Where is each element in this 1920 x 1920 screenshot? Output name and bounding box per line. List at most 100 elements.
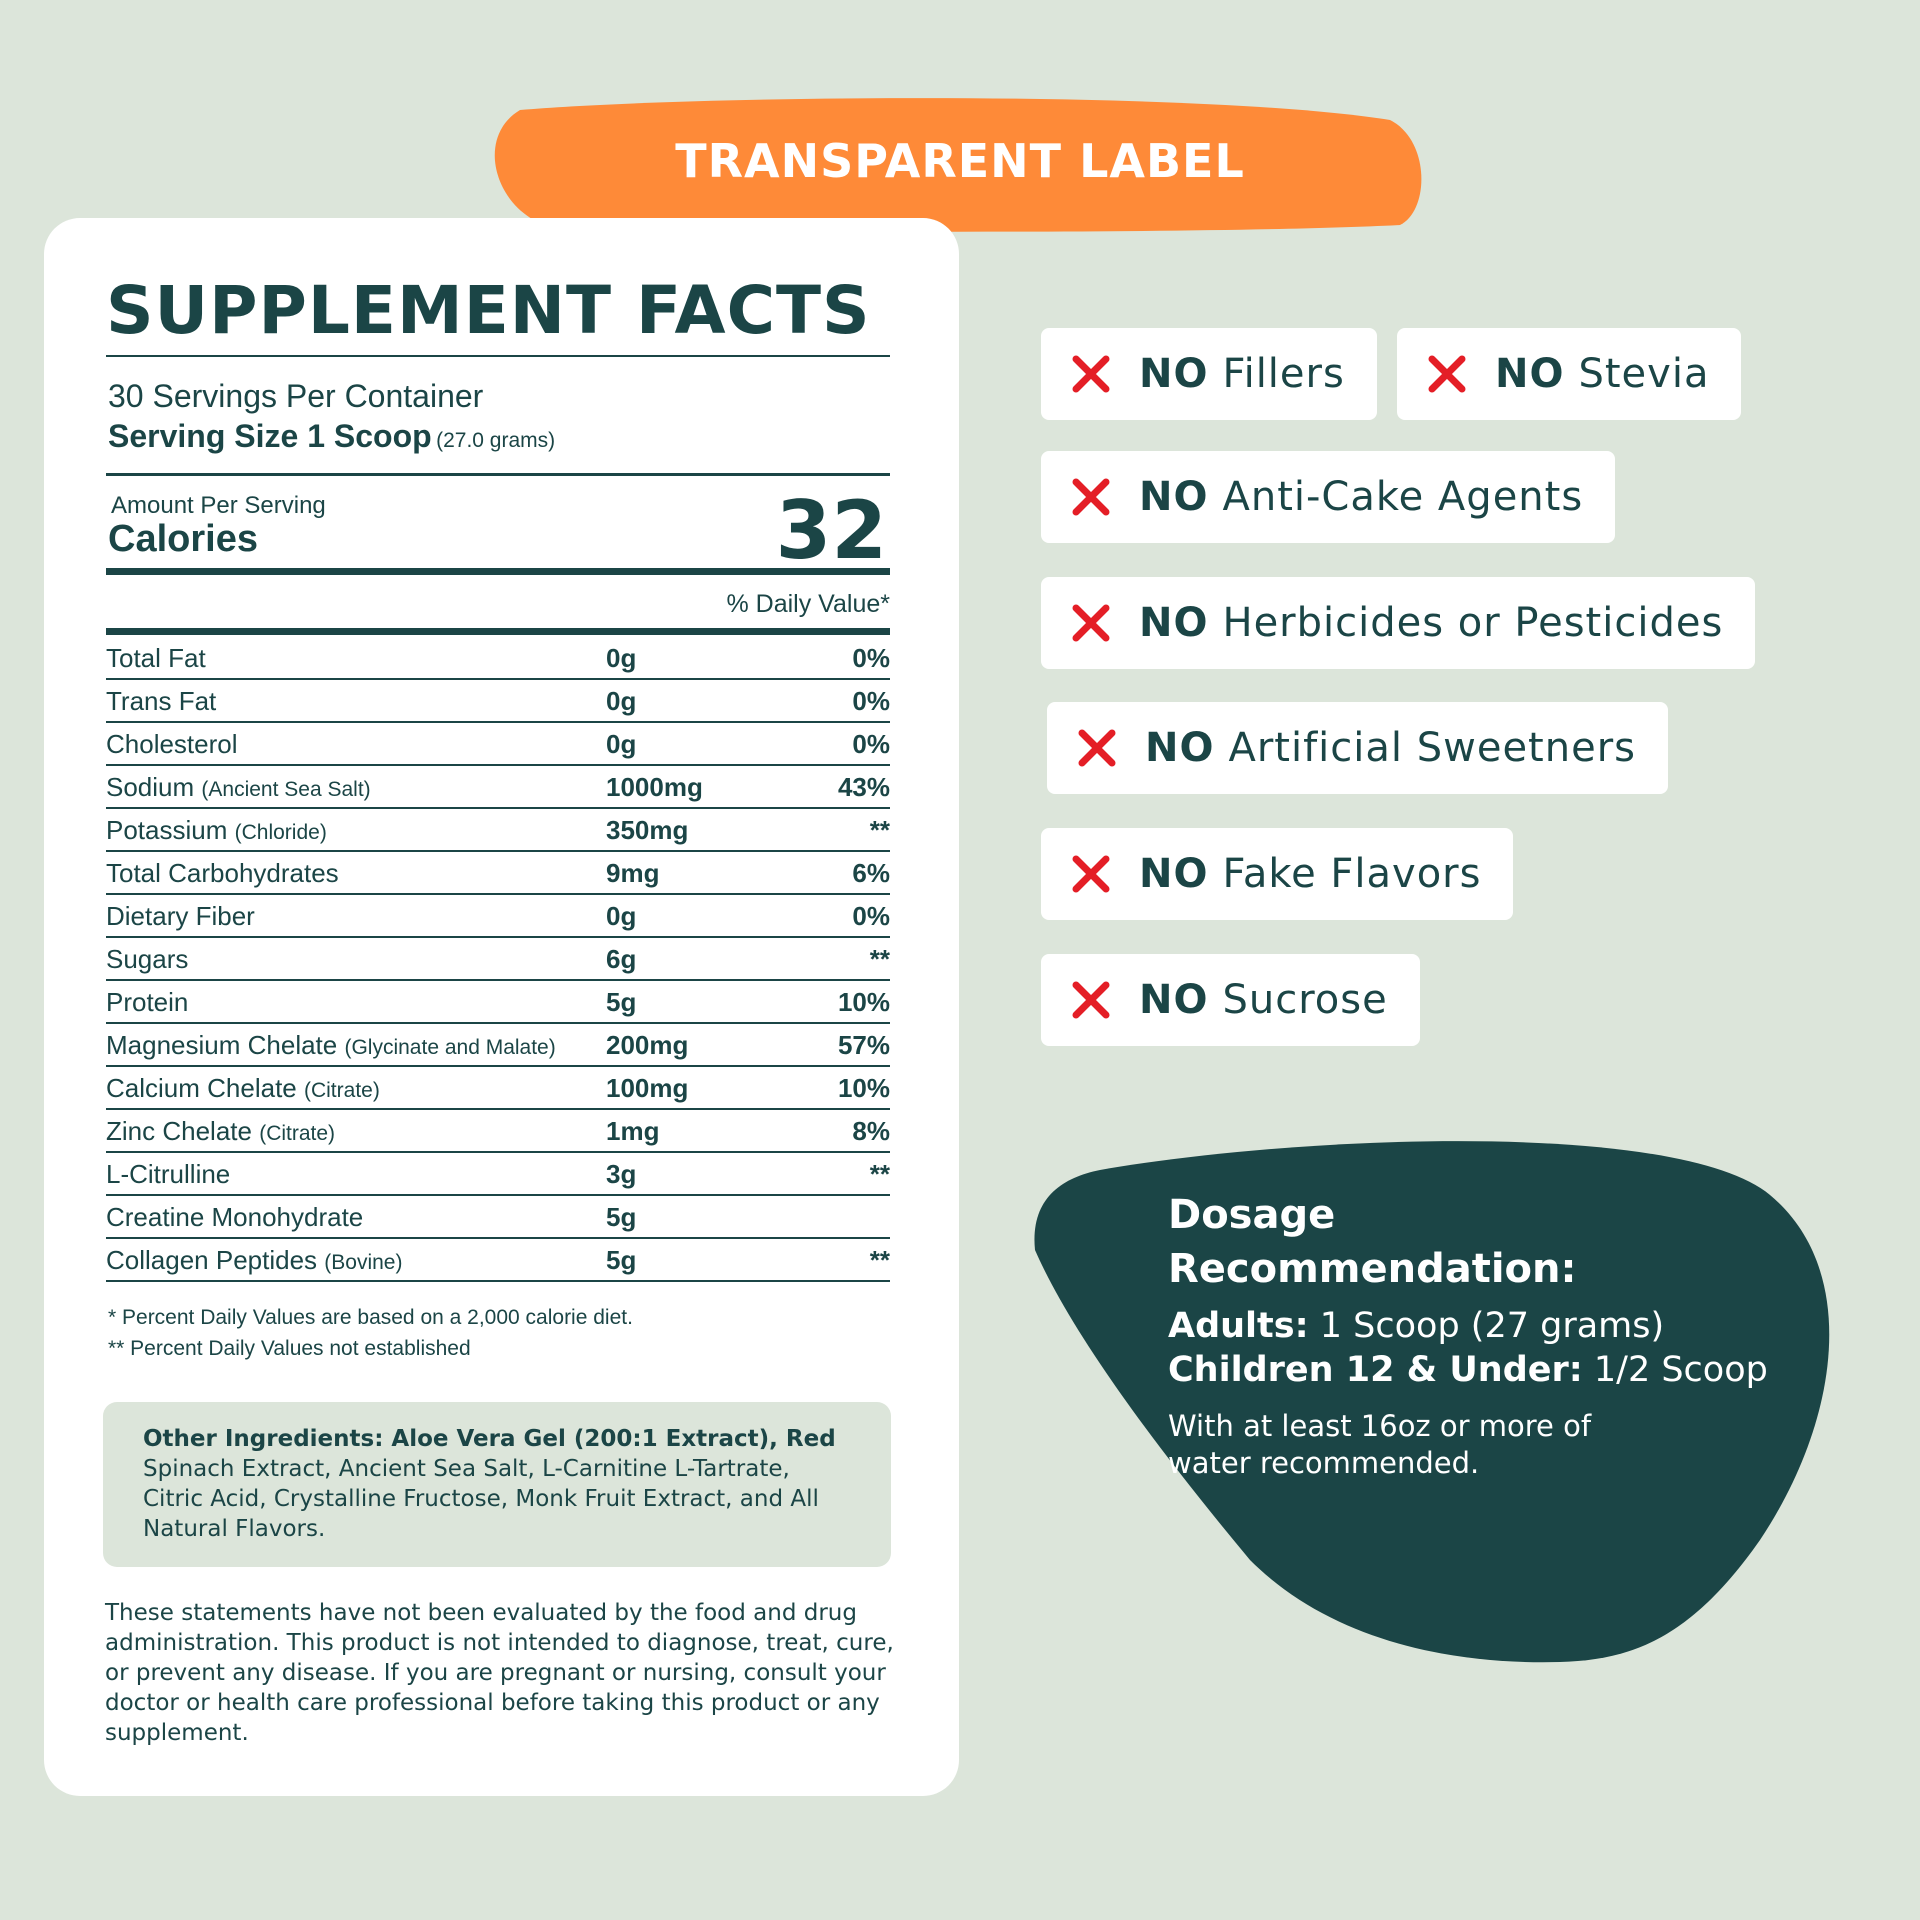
nutrient-name: Sodium xyxy=(106,772,195,802)
rule xyxy=(106,473,890,476)
nutrient-name: Total Carbohydrates xyxy=(106,858,339,888)
facts-title: SUPPLEMENT FACTS xyxy=(106,272,871,349)
row: Magnesium Chelate (Glycinate and Malate)… xyxy=(106,1022,890,1067)
servings: 30 Servings Per Container xyxy=(108,378,484,414)
row: L-Citrulline 3g ** xyxy=(106,1151,890,1196)
claim: NO Fillers xyxy=(1041,328,1377,420)
daily-value: 0% xyxy=(852,729,890,759)
nutrient-sub: (Glycinate and Malate) xyxy=(344,1036,556,1059)
x-icon xyxy=(1078,729,1116,767)
dv-header: % Daily Value* xyxy=(726,590,890,618)
daily-value: 8% xyxy=(852,1116,890,1146)
amount: 100mg xyxy=(606,1073,689,1103)
nutrient-name: Calcium Chelate xyxy=(106,1073,297,1103)
daily-value: 57% xyxy=(837,1030,890,1060)
nutrient-sub: (Ancient Sea Salt) xyxy=(201,778,371,801)
daily-value: ** xyxy=(869,1159,890,1189)
daily-value: 10% xyxy=(837,987,890,1017)
amount: 5g xyxy=(606,1202,637,1232)
row-name-wrap: Sugars xyxy=(106,944,188,975)
calories-label: Calories xyxy=(108,518,258,560)
row-name-wrap: Creatine Monohydrate xyxy=(106,1202,363,1233)
serving-grams: (27.0 grams) xyxy=(436,429,556,452)
x-icon xyxy=(1072,355,1110,393)
daily-value: 0% xyxy=(852,643,890,673)
claim-text: Fillers xyxy=(1222,351,1345,397)
x-stroke xyxy=(1428,355,1466,393)
footnote: * Percent Daily Values are based on a 2,… xyxy=(108,1306,633,1329)
row-name-wrap: Dietary Fiber xyxy=(106,901,255,932)
nutrient-name: Potassium xyxy=(106,815,228,845)
nutrient-name: Dietary Fiber xyxy=(106,901,255,931)
rule xyxy=(106,568,890,575)
amount: 5g xyxy=(606,1245,637,1275)
x-stroke xyxy=(1072,981,1110,1019)
claim-text: Stevia xyxy=(1578,351,1710,397)
x-icon xyxy=(1072,478,1110,516)
adults-label: Adults: xyxy=(1168,1306,1309,1346)
daily-value: 43% xyxy=(837,772,890,802)
x-icon xyxy=(1428,355,1466,393)
nutrient-name: Magnesium Chelate xyxy=(106,1030,338,1060)
rule xyxy=(106,355,890,357)
claim-text: Artificial Sweetners xyxy=(1228,725,1636,771)
amount: 0g xyxy=(606,729,637,759)
x-stroke xyxy=(1072,355,1110,393)
x-icon xyxy=(1072,855,1110,893)
amount-label: Amount Per Serving xyxy=(111,492,326,519)
claim-no: NO xyxy=(1139,474,1209,520)
daily-value: 0% xyxy=(852,901,890,931)
children-label: Children 12 & Under: xyxy=(1168,1350,1583,1390)
row: Sodium (Ancient Sea Salt) 1000mg 43% xyxy=(106,764,890,809)
claim: NO Herbicides or Pesticides xyxy=(1041,577,1756,669)
nutrient-sub: (Chloride) xyxy=(234,821,327,844)
row-name-wrap: Total Fat xyxy=(106,643,206,674)
daily-value: 6% xyxy=(852,858,890,888)
dosage-shape xyxy=(1034,1141,1830,1663)
nutrient-name: Zinc Chelate xyxy=(106,1116,252,1146)
calories: 32 xyxy=(775,484,887,577)
row: Calcium Chelate (Citrate) 100mg 10% xyxy=(106,1065,890,1110)
nutrient-name: Collagen Peptides xyxy=(106,1245,318,1275)
x-stroke xyxy=(1078,729,1116,767)
claim-no: NO xyxy=(1139,851,1209,897)
children-line: Children 12 & Under: 1/2 Scoop xyxy=(1168,1350,1788,1390)
amount: 0g xyxy=(606,643,637,673)
nutrient-name: Sugars xyxy=(106,944,189,974)
dosage-note: With at least 16oz or more of water reco… xyxy=(1168,1409,1592,1480)
nutrient-sub: (Citrate) xyxy=(259,1122,336,1145)
ingredients-bold: Other Ingredients: Aloe Vera Gel (200:1 … xyxy=(143,1426,836,1452)
x-stroke xyxy=(1072,478,1110,516)
claim-no: NO xyxy=(1139,977,1209,1023)
footnote: ** Percent Daily Values not established xyxy=(108,1337,471,1360)
nutrient-name: Trans Fat xyxy=(106,686,217,716)
row-name-wrap: Zinc Chelate (Citrate) xyxy=(106,1116,335,1147)
row: Creatine Monohydrate 5g xyxy=(106,1194,890,1239)
x-icon xyxy=(1072,981,1110,1019)
claim: NO Artificial Sweetners xyxy=(1047,702,1668,794)
x-icon xyxy=(1072,604,1110,642)
claim-no: NO xyxy=(1495,351,1565,397)
claim-no: NO xyxy=(1139,351,1209,397)
daily-value: 0% xyxy=(852,686,890,716)
x-stroke xyxy=(1072,855,1110,893)
row: Dietary Fiber 0g 0% xyxy=(106,893,890,938)
claim: NO Sucrose xyxy=(1041,954,1420,1046)
nutrient-name: L-Citrulline xyxy=(106,1159,231,1189)
row: Trans Fat 0g 0% xyxy=(106,678,890,723)
row: Cholesterol 0g 0% xyxy=(106,721,890,766)
amount: 5g xyxy=(606,987,637,1017)
badge-text: TRANSPARENT LABEL xyxy=(675,134,1245,188)
claim-text: Sucrose xyxy=(1222,977,1388,1023)
row-name-wrap: Calcium Chelate (Citrate) xyxy=(106,1073,380,1104)
dosage: Dosage Recommendation: Adults: 1 Scoop (… xyxy=(1168,1188,1788,1482)
row-name-wrap: Total Carbohydrates xyxy=(106,858,339,889)
row-name-wrap: Magnesium Chelate (Glycinate and Malate) xyxy=(106,1030,556,1061)
row: Zinc Chelate (Citrate) 1mg 8% xyxy=(106,1108,890,1153)
row-name-wrap: Sodium (Ancient Sea Salt) xyxy=(106,772,371,803)
adults: 1 Scoop (27 grams) xyxy=(1319,1306,1665,1346)
row-name-wrap: Potassium (Chloride) xyxy=(106,815,327,846)
children: 1/2 Scoop xyxy=(1593,1350,1768,1390)
